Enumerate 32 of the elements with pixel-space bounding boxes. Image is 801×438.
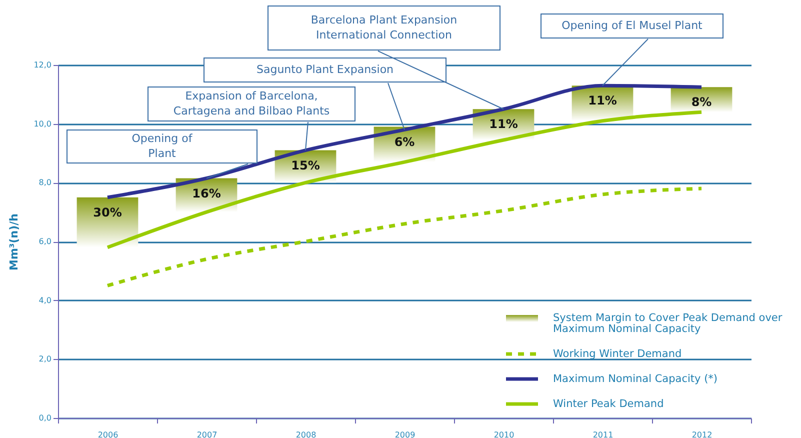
annotation: 11% xyxy=(588,94,617,108)
annotation: 11% xyxy=(489,117,518,132)
y-tick-label: 2,0 xyxy=(38,354,52,364)
legend-label: Working Winter Demand xyxy=(553,348,682,360)
annotation: 6% xyxy=(394,134,415,149)
y-tick-label: 4,0 xyxy=(38,296,52,305)
legend-label: Maximum Nominal Capacity (*) xyxy=(553,373,718,385)
y-tick-label: 12,0 xyxy=(34,60,52,70)
annotation: 30% xyxy=(93,205,122,220)
x-tick-label: 2008 xyxy=(296,430,316,438)
annotation: Opening of Plant xyxy=(132,132,194,160)
x-tick-label: 2010 xyxy=(494,430,514,438)
x-tick-label: 2009 xyxy=(394,430,416,438)
legend-label: Winter Peak Demand xyxy=(553,398,664,410)
y-tick-label: 10,0 xyxy=(34,119,52,128)
legend-label: System Margin to Cover Peak Demand over Maximum Nominal Capacity xyxy=(553,312,783,335)
x-tick-label: 2006 xyxy=(98,430,118,438)
y-tick-label: 8,0 xyxy=(38,178,52,188)
x-tick-label: 2011 xyxy=(592,430,614,438)
bar xyxy=(76,197,138,248)
annotation: 16% xyxy=(192,186,221,200)
y-tick-label: 0,0 xyxy=(38,414,52,422)
annotation: Sagunto Plant Expansion xyxy=(256,63,394,76)
annotation: Opening of El Musel Plant xyxy=(562,19,704,32)
annotation: 8% xyxy=(691,95,712,110)
annotation: Barcelona Plant Expansion International Connection xyxy=(310,14,458,42)
annotation: 15% xyxy=(291,158,320,172)
x-tick-label: 2007 xyxy=(196,430,218,438)
x-tick-label: 2012 xyxy=(692,430,712,438)
y-axis-title: Mm³(n)/h xyxy=(8,214,21,270)
annotation: Expansion of Barcelona, Cartagena and Bilbao Plants xyxy=(173,90,330,118)
y-tick-label: 6,0 xyxy=(38,237,52,246)
